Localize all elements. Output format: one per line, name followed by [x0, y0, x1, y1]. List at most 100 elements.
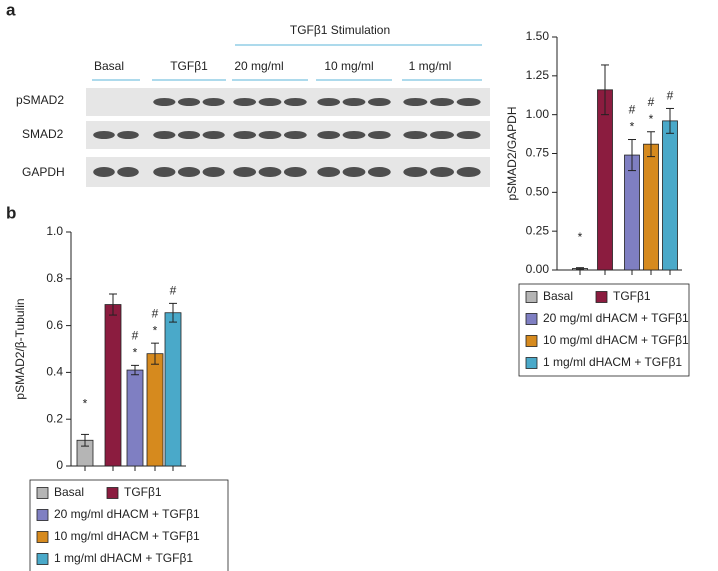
significance-mark: * — [153, 323, 158, 337]
bar — [597, 89, 613, 271]
error-bar — [109, 293, 117, 316]
y-tick-label: 0.50 — [526, 185, 550, 199]
error-bar — [576, 267, 584, 270]
bar — [643, 143, 659, 271]
blot: pSMAD2 SMAD2 GAPDH — [16, 88, 490, 187]
band — [317, 98, 341, 106]
error-bar — [601, 64, 609, 116]
y-tick-label: 1.00 — [526, 107, 550, 121]
y-tick-label: 0.4 — [46, 365, 63, 379]
band — [177, 167, 201, 177]
y-tick-label: 1.0 — [46, 224, 63, 238]
band — [177, 98, 201, 106]
row-label: SMAD2 — [22, 127, 64, 141]
y-tick-label: 0.8 — [46, 271, 63, 285]
legend-label: 1 mg/ml dHACM + TGFβ1 — [543, 355, 682, 369]
error-bar — [169, 302, 177, 323]
band — [342, 131, 366, 139]
band — [93, 167, 115, 177]
band — [367, 98, 391, 106]
band — [153, 167, 176, 177]
legend-swatch — [525, 357, 538, 369]
significance-mark: * — [83, 397, 88, 411]
significance-mark: # — [170, 284, 177, 298]
legend-swatch — [36, 509, 49, 521]
band — [367, 167, 391, 177]
band — [117, 131, 139, 139]
legend-swatch — [525, 335, 538, 347]
band — [177, 131, 201, 139]
significance-mark: * — [133, 346, 138, 360]
legend-label: 10 mg/ml dHACM + TGFβ1 — [543, 333, 689, 347]
band — [93, 131, 115, 139]
group-label: 10 mg/ml — [324, 59, 373, 73]
legend-label: 20 mg/ml dHACM + TGFβ1 — [54, 507, 200, 521]
band — [456, 167, 481, 177]
row-label: pSMAD2 — [16, 93, 64, 107]
band — [258, 131, 282, 139]
legend-label: Basal — [543, 289, 573, 303]
band — [233, 98, 257, 106]
band — [117, 167, 139, 177]
y-tick-label: 0.6 — [46, 318, 63, 332]
error-bar — [131, 364, 139, 376]
band — [317, 131, 341, 139]
band — [456, 131, 481, 139]
band — [403, 131, 428, 139]
bar — [104, 304, 122, 467]
bar — [624, 154, 640, 271]
significance-mark: * — [630, 120, 635, 134]
band — [342, 167, 366, 177]
legend-box — [518, 283, 690, 377]
significance-mark: # — [629, 103, 636, 117]
legend-swatch — [36, 531, 49, 543]
band — [283, 131, 307, 139]
y-tick-label: 1.50 — [526, 29, 550, 43]
band — [367, 131, 391, 139]
bar — [126, 369, 144, 467]
group-label: 20 mg/ml — [234, 59, 283, 73]
blot-header: TGFβ1 Stimulation — [290, 23, 390, 37]
legend-swatch — [525, 313, 538, 325]
legend — [29, 479, 229, 571]
band — [202, 131, 225, 139]
band — [258, 167, 282, 177]
band — [233, 131, 257, 139]
legend-label: TGFβ1 — [613, 289, 651, 303]
band — [202, 98, 225, 106]
band — [403, 167, 428, 177]
bar — [164, 312, 182, 467]
row-label: GAPDH — [22, 165, 65, 179]
y-tick-label: 0.25 — [526, 223, 550, 237]
y-tick-label: 0.00 — [526, 262, 550, 276]
panel-label: a — [6, 0, 16, 19]
bar — [662, 120, 678, 271]
error-bar — [151, 342, 159, 365]
y-tick-label: 0.2 — [46, 411, 63, 425]
error-bar — [628, 139, 636, 172]
legend-label: 10 mg/ml dHACM + TGFβ1 — [54, 529, 200, 543]
legend-swatch — [525, 291, 538, 303]
significance-mark: * — [578, 230, 583, 244]
band — [153, 98, 176, 106]
significance-mark: # — [132, 329, 139, 343]
significance-mark: # — [152, 306, 159, 320]
group-label: TGFβ1 — [170, 59, 208, 73]
band — [430, 98, 454, 106]
y-axis-label: pSMAD2/β-Tubulin — [13, 298, 27, 399]
error-bar — [81, 433, 89, 447]
legend-swatch — [106, 487, 119, 499]
band — [153, 131, 176, 139]
band — [283, 98, 307, 106]
error-bar — [647, 131, 655, 158]
legend-label: 1 mg/ml dHACM + TGFβ1 — [54, 551, 193, 565]
band — [342, 98, 366, 106]
significance-mark: * — [649, 112, 654, 126]
y-tick-label: 1.25 — [526, 68, 550, 82]
legend-label: 20 mg/ml dHACM + TGFβ1 — [543, 311, 689, 325]
y-tick-label: 0 — [56, 458, 63, 472]
band — [317, 167, 341, 177]
legend — [518, 283, 690, 377]
